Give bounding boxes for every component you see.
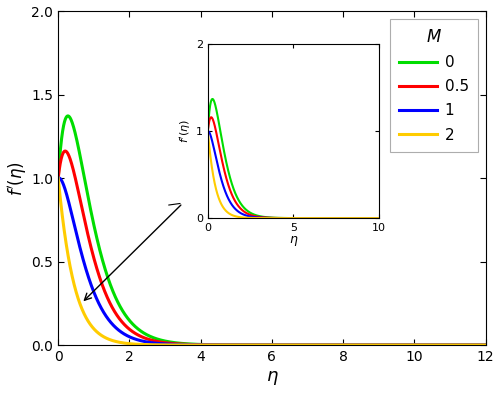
0	[474, 343, 480, 347]
X-axis label: $\eta$: $\eta$	[266, 369, 278, 387]
Line: 0: 0	[58, 116, 486, 345]
2	[219, 343, 225, 347]
1	[55, 176, 61, 180]
2	[474, 343, 480, 347]
1	[482, 343, 488, 347]
0	[65, 114, 71, 118]
0.5	[219, 343, 225, 347]
2	[55, 176, 61, 180]
0	[482, 343, 488, 347]
0	[238, 343, 244, 347]
Line: 2: 2	[58, 178, 486, 345]
2	[428, 343, 434, 347]
0	[104, 273, 110, 278]
0.5	[238, 343, 244, 347]
0.5	[474, 343, 480, 347]
0	[55, 176, 61, 180]
1	[104, 315, 110, 320]
1	[56, 176, 62, 180]
0.5	[62, 149, 68, 153]
1	[219, 343, 225, 347]
0	[428, 343, 434, 347]
1	[238, 343, 244, 347]
2	[238, 343, 244, 347]
0.5	[482, 343, 488, 347]
0.5	[428, 343, 434, 347]
0.5	[130, 329, 136, 334]
Legend: 0, 0.5, 1, 2: 0, 0.5, 1, 2	[390, 19, 478, 152]
Line: 1: 1	[58, 178, 486, 345]
Line: 0.5: 0.5	[58, 151, 486, 345]
0.5	[55, 176, 61, 180]
2	[130, 342, 136, 346]
2	[482, 343, 488, 347]
0	[219, 342, 225, 347]
Y-axis label: $f^{\prime}(\eta)$: $f^{\prime}(\eta)$	[6, 160, 28, 196]
0	[130, 321, 136, 326]
1	[474, 343, 480, 347]
1	[428, 343, 434, 347]
0.5	[104, 295, 110, 299]
2	[104, 336, 110, 341]
1	[130, 336, 136, 340]
